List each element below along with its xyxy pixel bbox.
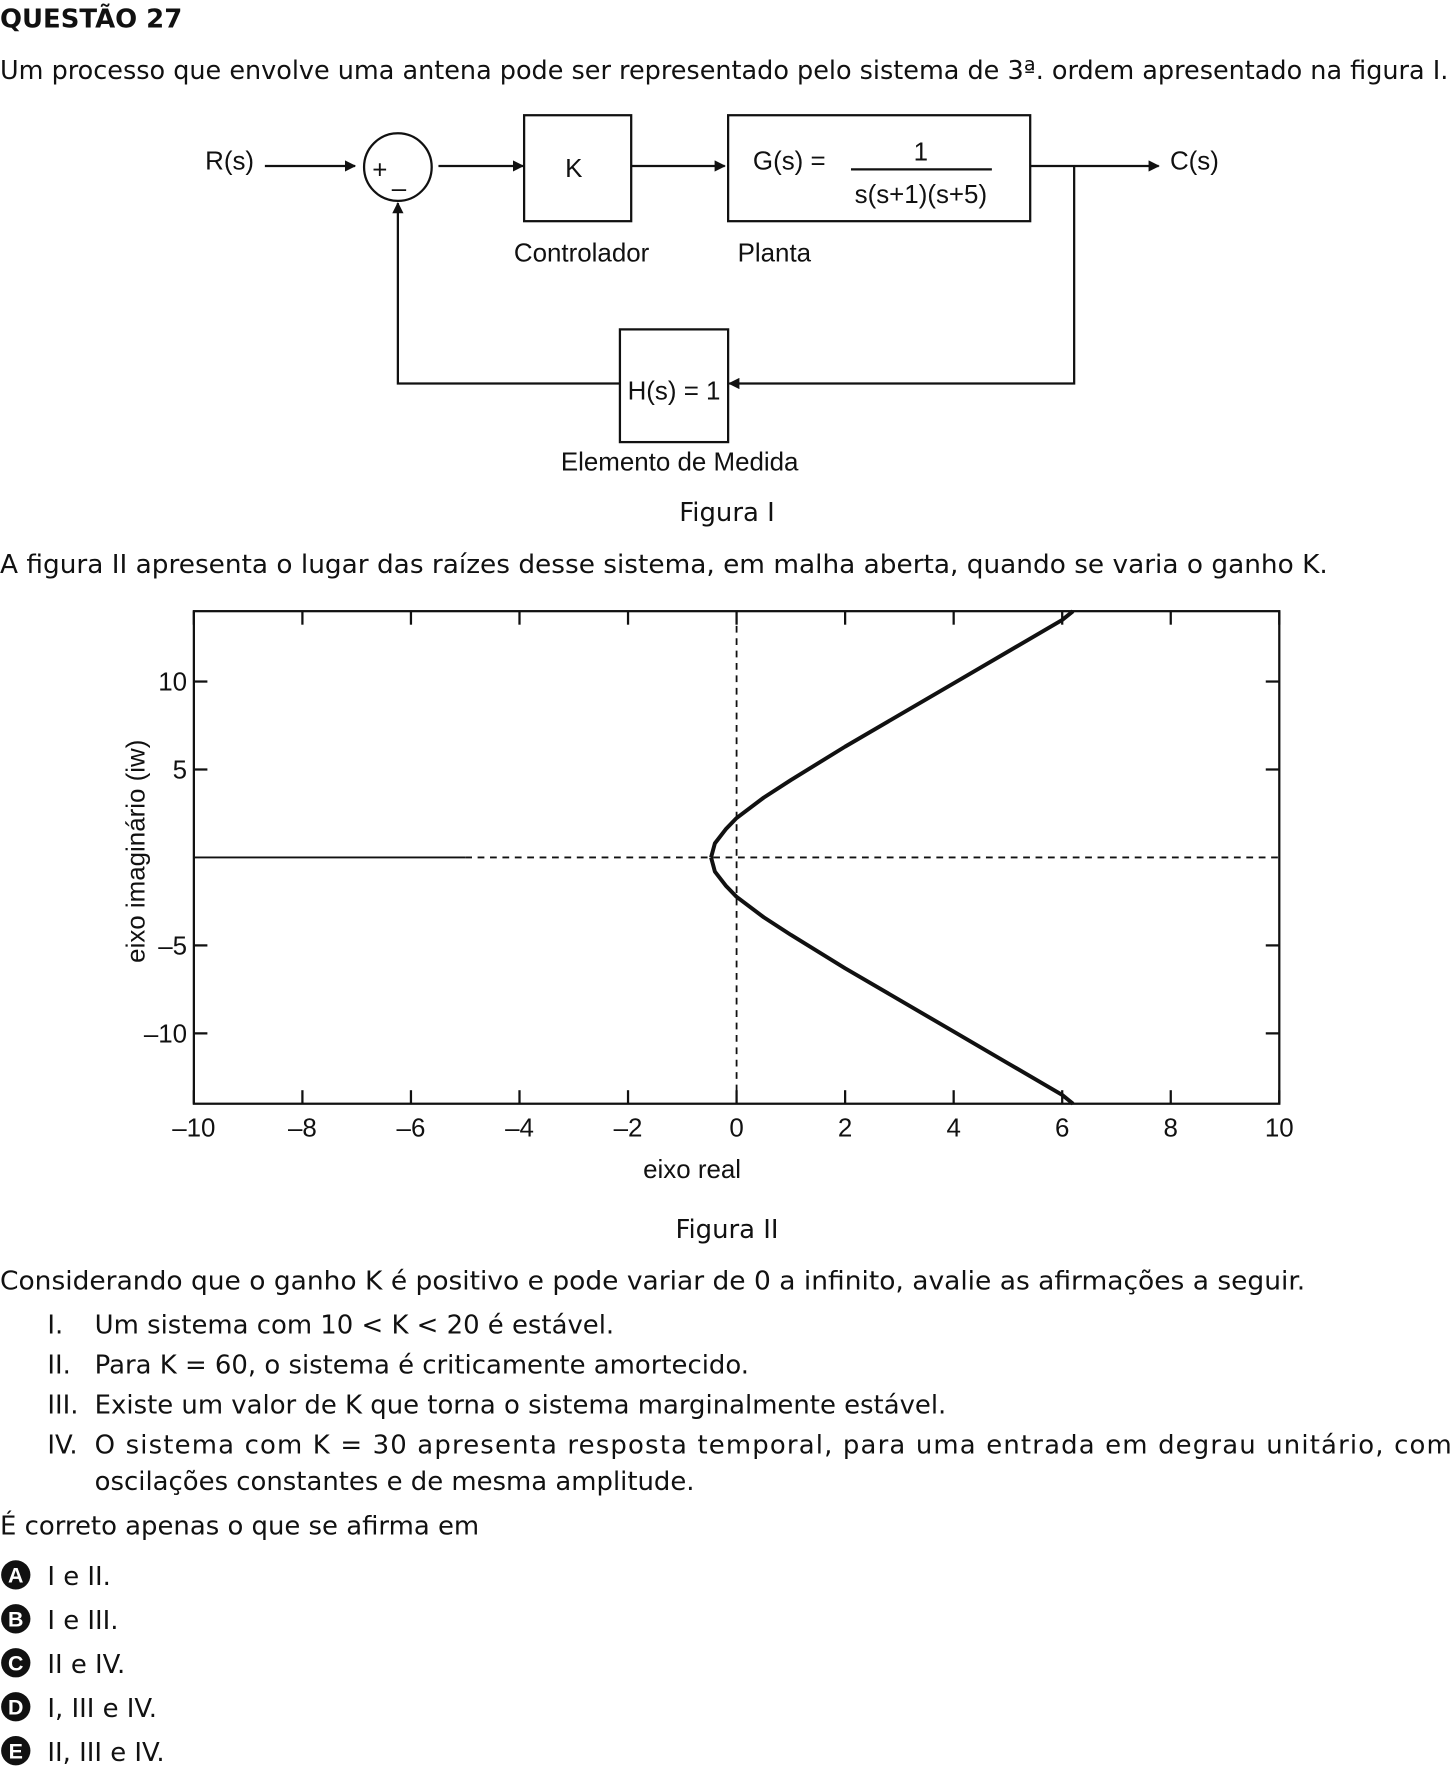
minus-sign: – [392, 174, 407, 202]
feedback: H(s) = 1 [628, 377, 721, 405]
feedback-label: Elemento de Medida [561, 448, 799, 476]
x-tick-label: 0 [729, 1114, 743, 1142]
option-badge[interactable] [1, 1736, 31, 1766]
locus-line [709, 609, 1075, 858]
x-tick-label: –8 [288, 1114, 317, 1142]
x-tick-label: 2 [838, 1114, 852, 1142]
plant-box [727, 114, 1032, 223]
plus-sign: + [372, 156, 387, 184]
plant-numerator: 1 [914, 138, 928, 166]
y-tick-label: 5 [173, 757, 187, 785]
x-tick-label: –4 [505, 1114, 534, 1142]
statement-text: Um sistema com 10 < K < 20 é estável. [95, 1311, 614, 1341]
statement-numeral: II. [47, 1351, 71, 1381]
option-letter[interactable]: A [8, 1564, 23, 1588]
feedback-box [618, 328, 730, 444]
prompt: É correto apenas o que se afirma em [0, 1509, 479, 1541]
plant-label: Planta [738, 240, 812, 268]
x-tick-label: 8 [1164, 1114, 1178, 1142]
option-text[interactable]: I e III. [47, 1606, 118, 1636]
y-tick-label: –10 [144, 1020, 187, 1048]
controller-label: Controlador [514, 240, 650, 268]
figure-caption: Figura I [679, 498, 774, 528]
plant-lhs: G(s) = [753, 147, 826, 175]
locus-line [709, 856, 1075, 1106]
x-tick-label: 6 [1055, 1114, 1069, 1142]
option-badge[interactable] [1, 1560, 31, 1590]
option-badge[interactable] [1, 1604, 31, 1634]
figure-caption: Figura II [675, 1215, 778, 1245]
option-text[interactable]: II e IV. [47, 1650, 125, 1680]
statement-text: Existe um valor de K que torna o sistema… [95, 1391, 947, 1421]
option-text[interactable]: I, III e IV. [47, 1694, 157, 1724]
option-list: A I e II. B I e III. C II e IV. D I, III e IV. E… [1, 1560, 165, 1768]
x-tick-label: –2 [614, 1114, 643, 1142]
intro: Um processo que envolve uma antena pode … [0, 56, 1448, 86]
question-title: QUESTÃO 27 [0, 2, 182, 34]
x-tick-label: 10 [1265, 1114, 1294, 1142]
statement-numeral: III. [47, 1391, 78, 1421]
option-letter[interactable]: E [9, 1740, 23, 1764]
x-tick-label: –10 [172, 1114, 215, 1142]
feedback-path [392, 202, 620, 385]
option-letter[interactable]: C [8, 1652, 23, 1676]
option-badge[interactable] [1, 1692, 31, 1722]
option-text[interactable]: II, III e IV. [47, 1738, 164, 1768]
statement-list: I. Um sistema com 10 < K < 20 é estável. I… [47, 1311, 1451, 1497]
y-axis-label: eixo imaginário (iw) [122, 740, 150, 963]
x-axis-label: eixo real [643, 1156, 741, 1184]
block-diagram: R(s) + – K G(s) = 1 s(s+1)(s+5) C(s) H(s… [205, 114, 1219, 528]
controller: K [565, 155, 582, 183]
paragraph: Considerando que o ganho K é positivo e … [0, 1267, 1305, 1297]
controller-box [522, 114, 633, 223]
option-letter[interactable]: D [8, 1696, 23, 1720]
statement-text: oscilações constantes e de mesma amplitu… [95, 1467, 695, 1497]
summing-junction [362, 132, 433, 203]
output-label: C(s) [1170, 147, 1219, 175]
option-badge[interactable] [1, 1648, 31, 1678]
y-tick-label: –5 [158, 932, 187, 960]
option-text[interactable]: I e II. [47, 1562, 111, 1592]
x-tick-label: –6 [397, 1114, 426, 1142]
statement-text: Para K = 60, o sistema é criticamente am… [95, 1351, 749, 1381]
input-label: R(s) [205, 147, 254, 175]
root-locus-chart: eixo real eixo imaginário (iw) Figura II… [122, 609, 1294, 1245]
statement-numeral: I. [47, 1311, 63, 1341]
option-letter[interactable]: B [8, 1608, 23, 1632]
plant-denominator: s(s+1)(s+5) [855, 181, 987, 209]
y-tick-label: 10 [158, 669, 187, 697]
paragraph: A figura II apresenta o lugar das raízes… [0, 550, 1328, 580]
statement-text: O sistema com K = 30 apresenta resposta … [95, 1431, 1452, 1461]
feedback-path [728, 165, 1076, 390]
statement-numeral: IV. [47, 1431, 77, 1461]
x-tick-label: 4 [946, 1114, 960, 1142]
